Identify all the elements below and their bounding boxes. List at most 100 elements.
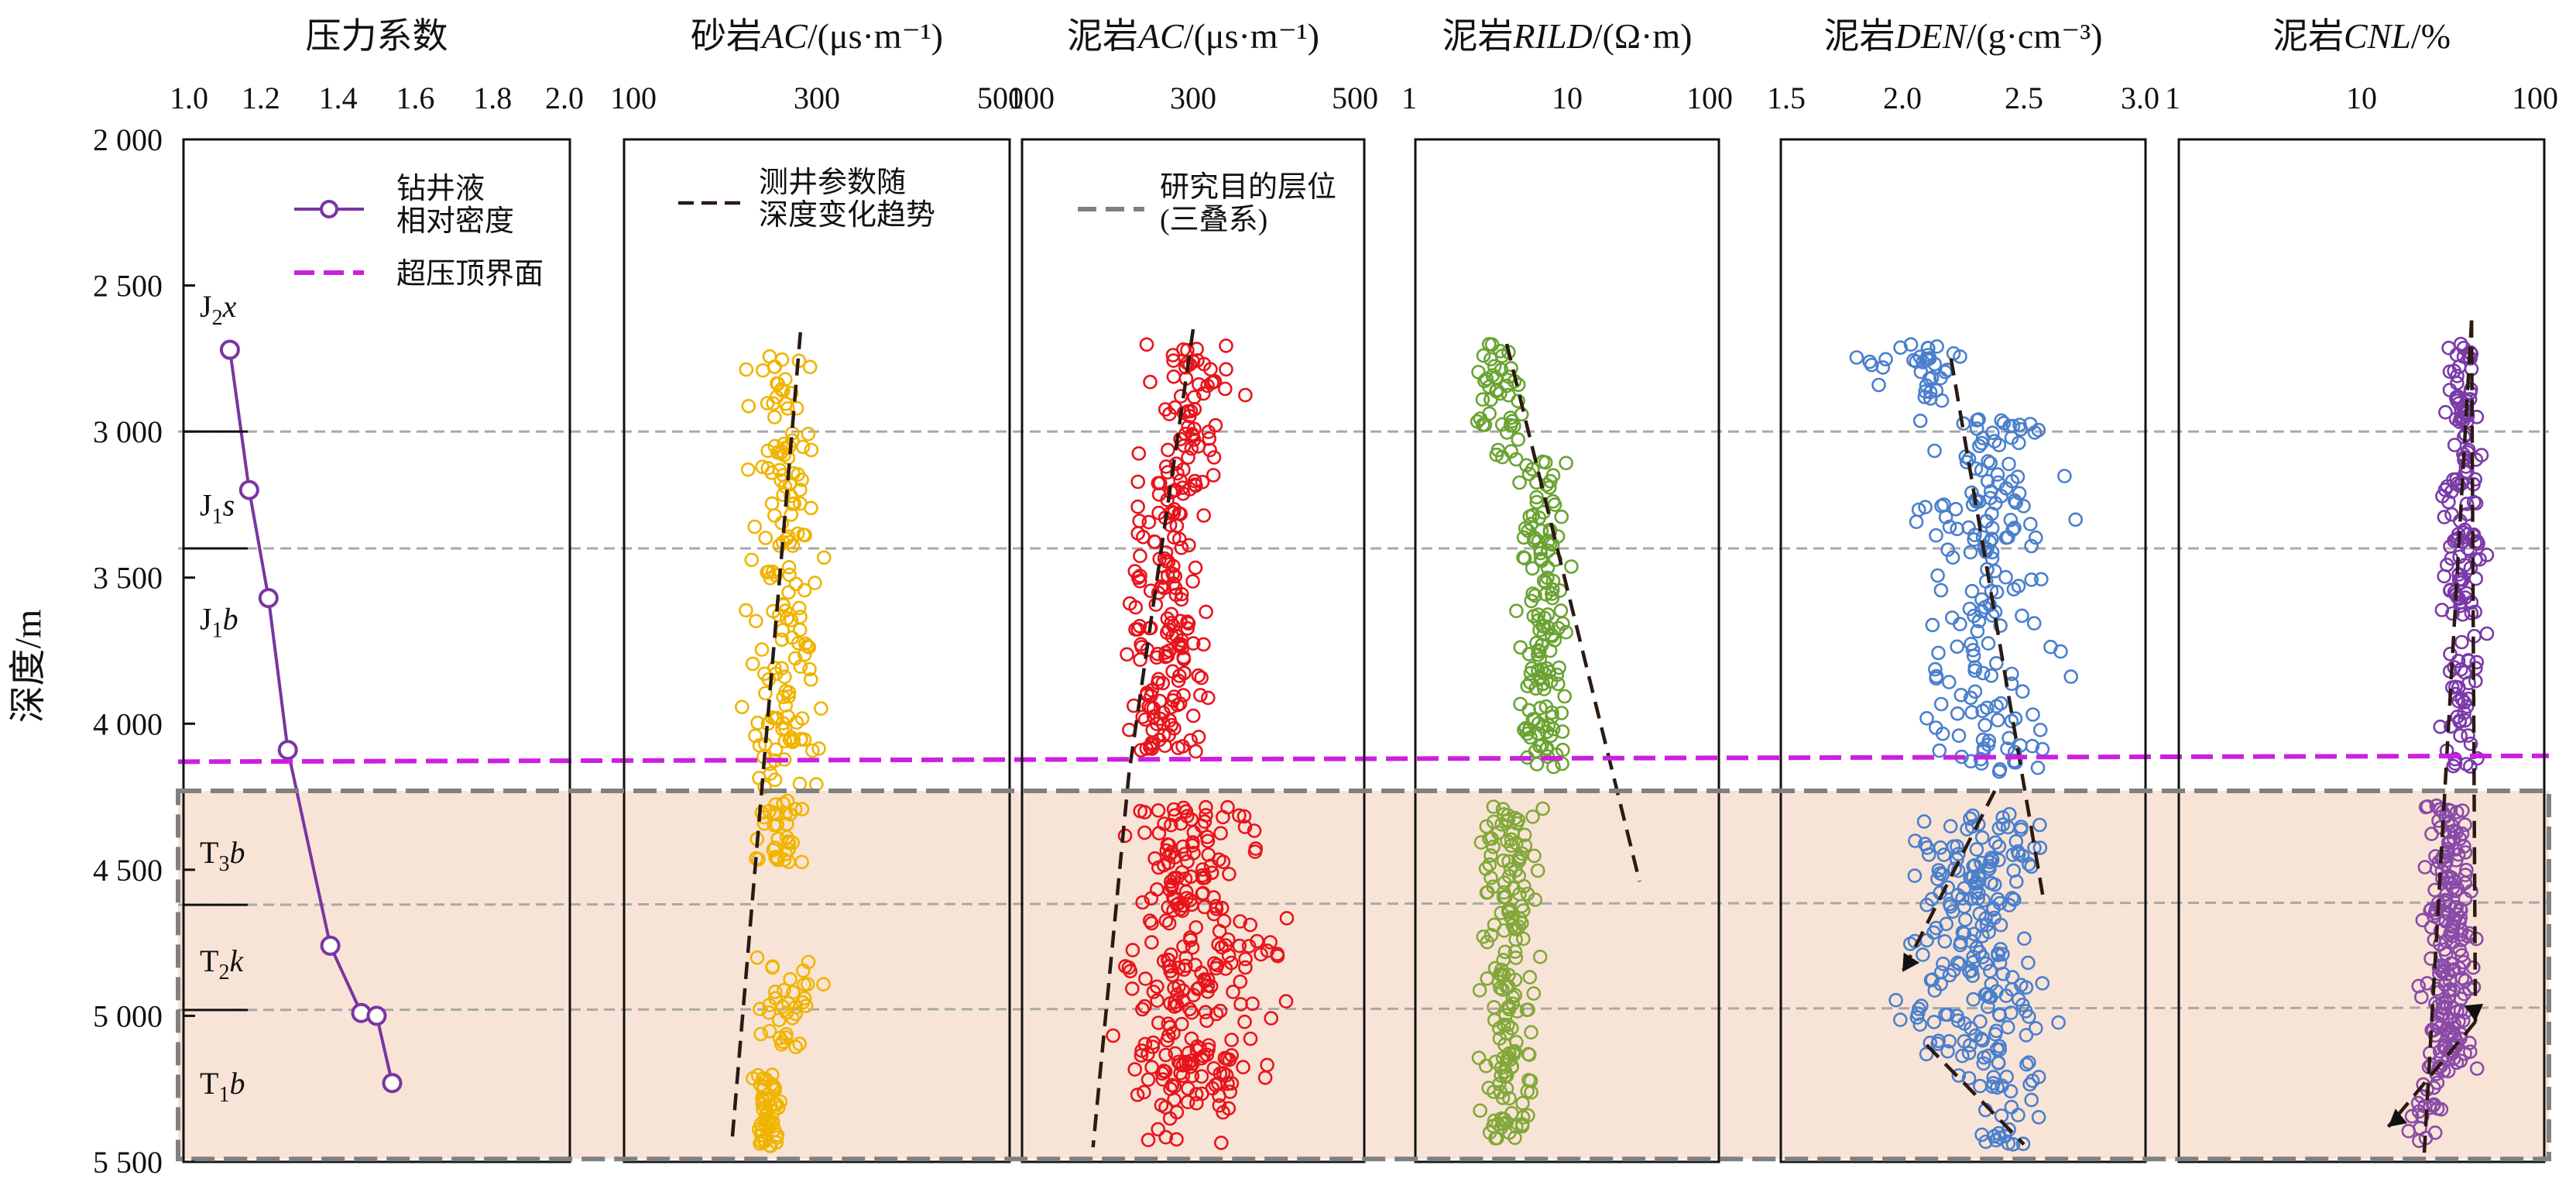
data-point [1237,1014,1252,1029]
data-point [2411,978,2426,994]
data-point [1984,852,2000,868]
data-point [2022,1077,2037,1092]
data-point [1948,501,1964,517]
data-point [1966,648,1981,664]
legend-label-mud-density: 相对密度 [396,205,514,238]
data-point [1168,580,1183,596]
data-point [1878,352,1893,367]
y-tick-label: 5 000 [93,998,163,1033]
data-point [1532,651,1548,667]
data-point [1106,1028,1120,1043]
data-point [781,559,797,575]
data-point [2458,757,2474,771]
data-point [1176,939,1191,954]
data-point [1193,688,1208,703]
data-point [2460,464,2475,479]
data-point [1931,1033,1946,1049]
data-point [1967,926,1981,942]
data-point [2445,923,2460,939]
data-point [1194,670,1209,686]
data-point [1151,1122,1165,1137]
data-point [1223,1084,1237,1099]
mud-density-marker [277,740,298,761]
data-point [2469,655,2485,670]
data-point [2468,535,2482,550]
data-point [2468,472,2482,487]
data-point [2015,684,2030,699]
data-point [2442,383,2458,397]
data-point [1207,373,1223,389]
data-point [1247,823,1262,838]
data-point [762,349,777,364]
data-point [1511,854,1527,868]
data-point [1221,948,1237,963]
data-point [774,632,790,648]
data-point [1219,338,1233,353]
data-point [2442,364,2458,380]
data-point [1216,809,1230,825]
data-point [756,1102,771,1117]
data-point [1911,502,1926,517]
data-point [758,531,773,545]
data-point [1162,882,1178,898]
data-point [1198,1005,1213,1019]
data-point [1953,617,1967,632]
data-point [1984,875,1998,891]
data-point [1509,1035,1524,1050]
data-point [1180,342,1195,358]
data-point [2436,1001,2451,1016]
data-point [785,1011,800,1026]
data-point [1517,722,1532,737]
data-point [1976,1056,1991,1071]
data-point [1168,1046,1183,1061]
data-point [792,622,808,637]
data-point [1516,550,1531,565]
data-point [1525,661,1539,676]
data-point [1195,868,1210,883]
data-point [2470,751,2485,766]
data-point [2423,951,2438,966]
data-point [1178,871,1193,886]
data-point [2454,634,2469,650]
data-point [1910,1006,1926,1021]
panel-frame [2177,138,2546,1163]
data-point [739,603,753,618]
data-point [1157,816,1171,831]
data-point [2468,571,2483,586]
data-point [1212,1098,1227,1113]
data-point [2458,868,2473,882]
data-point [1995,947,2010,962]
data-point [1479,819,1494,834]
data-point [1216,913,1232,929]
data-point [1524,593,1538,609]
data-point [774,515,790,531]
data-point [1238,951,1253,967]
y-tick-label: 2 500 [93,269,163,304]
data-point [2012,435,2026,451]
data-point [1185,636,1201,651]
data-point [767,985,783,999]
data-point [1933,965,1949,980]
data-point [1257,1070,1273,1085]
data-point [1151,1015,1166,1030]
data-point [1943,819,1958,833]
data-point [1564,559,1579,574]
data-point [1172,531,1187,547]
x-tick-label: 1 [1401,81,1417,115]
data-point [1213,826,1228,840]
data-point [1484,848,1498,863]
study-interval-border [176,789,2551,1162]
data-point [1171,979,1186,994]
data-point [1209,960,1223,976]
data-point [1504,361,1518,376]
data-point [1953,687,1969,703]
data-point [1144,737,1159,752]
data-point [1169,518,1185,534]
data-point [1969,842,1984,857]
data-point [1160,837,1175,852]
data-point [2005,982,2019,997]
data-point [1523,1074,1538,1088]
data-point [1942,519,1957,534]
data-point [1936,847,1951,862]
data-point [768,797,783,812]
